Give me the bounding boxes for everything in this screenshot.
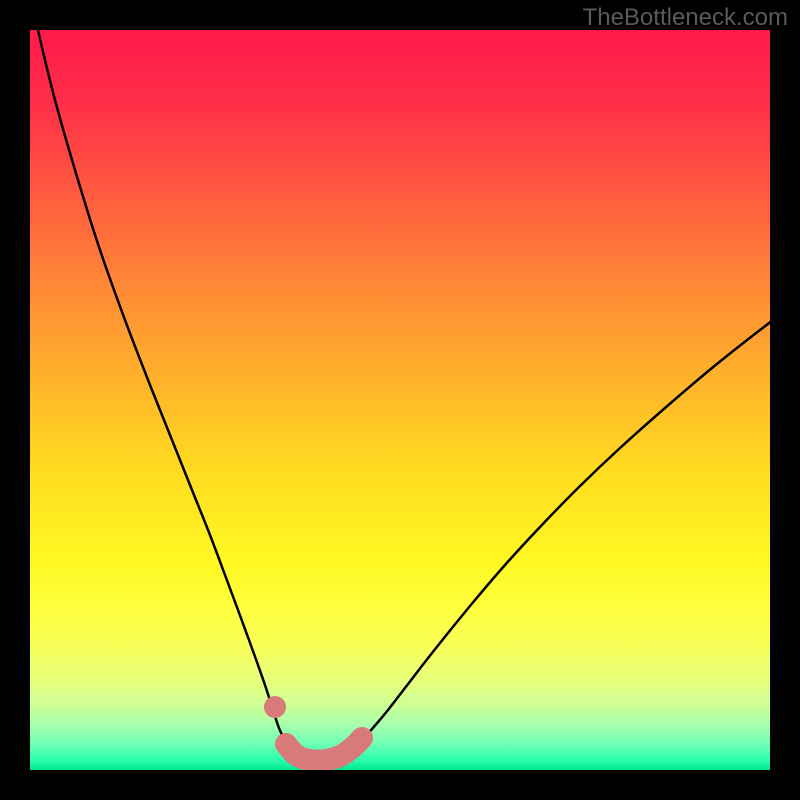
- bottleneck-chart: [0, 0, 800, 800]
- watermark-text: TheBottleneck.com: [583, 4, 788, 32]
- plot-gradient-background: [30, 30, 770, 770]
- chart-container: TheBottleneck.com: [0, 0, 800, 800]
- highlight-dot: [264, 696, 286, 718]
